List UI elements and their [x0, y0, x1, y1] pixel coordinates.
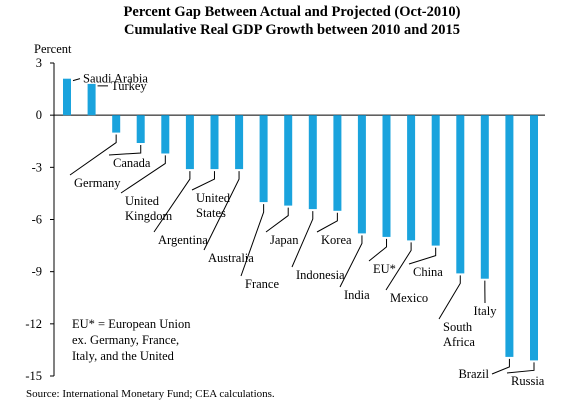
y-tick-label: -6 [32, 213, 42, 227]
category-label-turkey: Turkey [111, 79, 147, 93]
bar-south-africa [456, 115, 465, 274]
source-note: Source: International Monetary Fund; CEA… [26, 388, 275, 400]
category-label-united-kingdom: United [125, 194, 160, 208]
leader-line-china [408, 247, 437, 265]
category-label-australia: Australia [208, 251, 254, 265]
bar-france [259, 115, 268, 203]
category-label-saudi-arabia: Saudi Arabia [83, 72, 148, 86]
y-axis-label: Percent [34, 42, 72, 56]
leader-line-australia [203, 171, 240, 251]
category-label-brazil: Brazil [458, 367, 489, 381]
chart-subtitle: Cumulative Real GDP Growth between 2010 … [124, 22, 460, 38]
leader-line-brazil [491, 358, 510, 375]
category-label-south-africa: Africa [443, 335, 475, 349]
category-label-mexico: Mexico [390, 291, 428, 305]
leader-line-canada [108, 144, 142, 156]
bar-germany [112, 115, 121, 133]
category-label-france: France [245, 277, 279, 291]
bar-india [357, 115, 366, 234]
leader-line-united-states [191, 171, 215, 191]
leader-line-saudi-arabia [72, 78, 81, 82]
category-label-united-states: United [196, 191, 231, 205]
y-tick-label: -15 [25, 369, 42, 383]
y-tick-label: 0 [36, 108, 42, 122]
bar-canada [136, 115, 145, 143]
bar-japan [284, 115, 293, 206]
category-label-china: China [413, 265, 443, 279]
leader-line-india [339, 235, 363, 288]
bar-saudi-arabia [63, 78, 71, 116]
eu-note-line-2: ex. Germany, France, [72, 333, 179, 347]
bar-china [431, 115, 440, 246]
leader-line-mexico [385, 242, 412, 291]
leader-line-japan [265, 207, 289, 233]
leader-line-germany [69, 134, 117, 176]
category-label-korea: Korea [321, 233, 352, 247]
bar-italy [480, 115, 489, 279]
leader-line-france [240, 204, 265, 277]
category-label-eu: EU* [373, 262, 396, 276]
category-label-russia: Russia [511, 374, 545, 388]
y-tick-label: -9 [32, 265, 42, 279]
leader-line-united-kingdom [120, 155, 166, 194]
y-tick-label: 3 [36, 56, 42, 70]
category-label-india: India [344, 288, 370, 302]
category-label-united-kingdom: Kingdom [125, 209, 173, 223]
leader-line-argentina [153, 171, 191, 233]
category-label-canada: Canada [113, 156, 151, 170]
chart-title: Percent Gap Between Actual and Projected… [124, 4, 461, 20]
category-label-south-africa: South [443, 320, 473, 334]
eu-note-line-3: Italy, and the United [72, 349, 175, 363]
category-label-italy: Italy [474, 304, 498, 318]
bar-brazil [505, 115, 514, 357]
leader-line-russia [506, 362, 535, 374]
y-tick-label: -3 [32, 160, 42, 174]
bar-eu [382, 115, 391, 237]
leader-line-south-africa [438, 275, 461, 320]
leader-line-indonesia [291, 211, 314, 268]
category-label-germany: Germany [74, 176, 121, 190]
bar-united-states [210, 115, 219, 170]
bar-korea [333, 115, 342, 211]
category-label-japan: Japan [270, 233, 299, 247]
bar-russia [530, 115, 538, 361]
bar-argentina [185, 115, 194, 170]
category-label-united-states: States [196, 206, 226, 220]
bar-indonesia [308, 115, 317, 210]
y-tick-label: -12 [25, 317, 42, 331]
leader-line-eu [368, 238, 388, 262]
category-label-indonesia: Indonesia [296, 268, 345, 282]
bar-mexico [407, 115, 416, 241]
bar-turkey [87, 83, 96, 116]
category-label-argentina: Argentina [158, 233, 208, 247]
bar-united-kingdom [161, 115, 170, 154]
eu-note-line-1: EU* = European Union [72, 317, 191, 331]
bar-australia [235, 115, 244, 170]
leader-line-korea [316, 212, 338, 233]
